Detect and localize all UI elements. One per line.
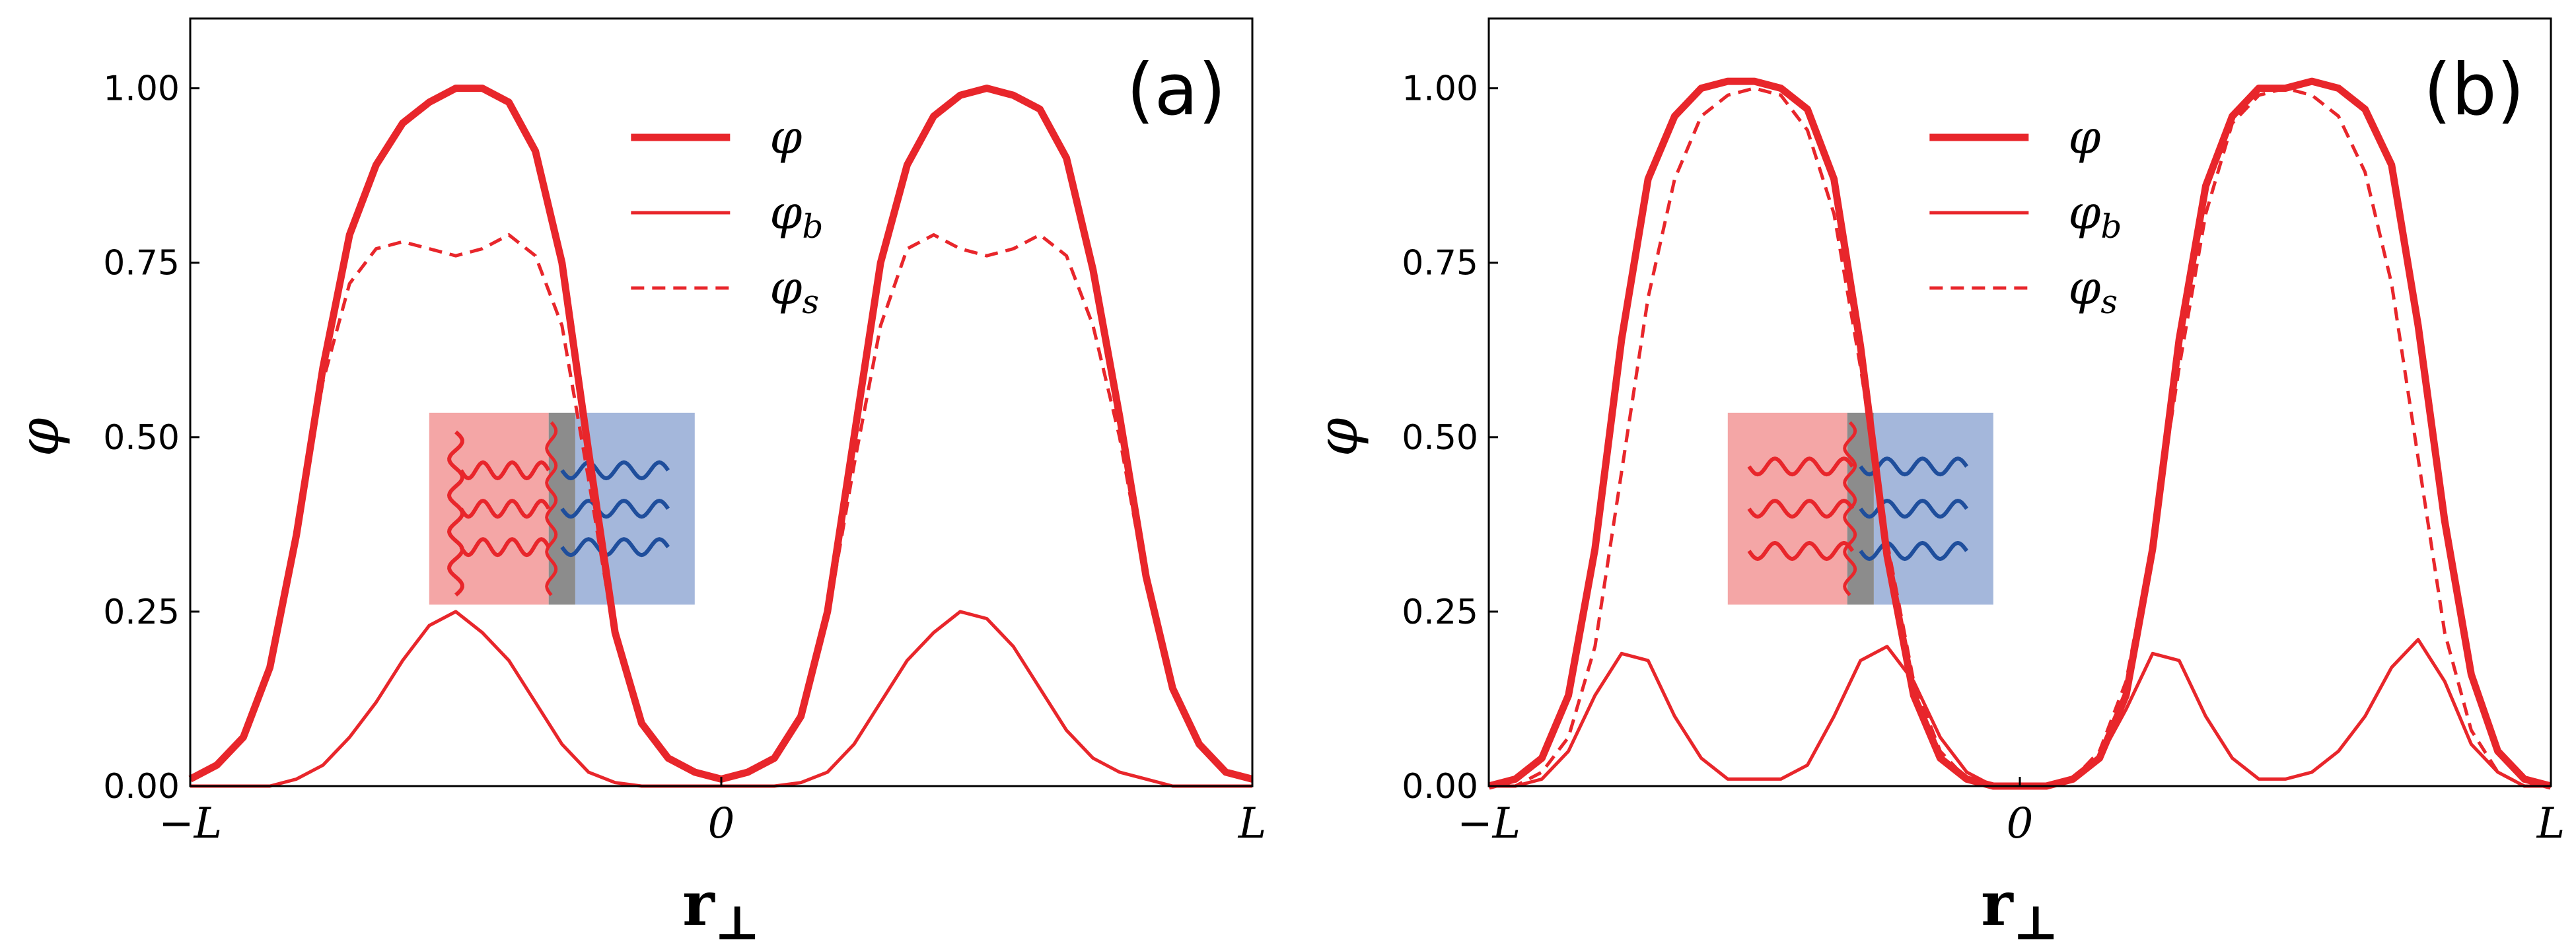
inset-chain-b: [560, 537, 670, 558]
series-line-φ-b: [1489, 637, 2551, 788]
series-line-φ: [188, 85, 1254, 783]
legend-label: φ: [2068, 110, 2100, 164]
legend-label: φs: [769, 261, 819, 321]
inset-chain-b: [560, 499, 670, 519]
panel-a: 0.00 0.25 0.50 0.75 1.00 −L 0 Lφ r⊥ (a) φ φb φs: [7, 17, 1267, 940]
x-tick-label: −L: [1457, 799, 1521, 848]
x-tick-label: L: [2536, 799, 2565, 848]
inset-chain-a: [1747, 456, 1855, 477]
x-axis-label: r⊥: [1981, 868, 2059, 940]
plot-frame: [189, 17, 1254, 787]
x-tick-label: 0: [708, 799, 735, 848]
inset-junction: [1843, 421, 1857, 597]
x-tick-label: L: [1238, 799, 1267, 848]
inset-chain-a: [459, 537, 551, 558]
inset-block-a: [1727, 412, 1847, 605]
series-line-φ-b: [190, 610, 1252, 788]
inset-chain-a: [1747, 540, 1855, 561]
inset-backbone-b: [545, 421, 558, 597]
panel-b: 0.00 0.25 0.50 0.75 1.00 −L 0 Lφ r⊥ (b) φ φb φs: [1305, 17, 2565, 940]
inset-chain-b: [560, 460, 670, 481]
panel-label: (b): [2423, 49, 2524, 131]
series-line-φ-s: [189, 233, 1253, 781]
y-tick-label: 0.25: [1402, 593, 1478, 632]
inset-chain-a: [459, 498, 551, 519]
y-axis-label: φ: [1305, 417, 1370, 456]
inset-chain-a: [459, 460, 551, 481]
inset-chain-b: [1859, 540, 1969, 561]
x-axis-label: r⊥: [682, 868, 760, 940]
inset-schematic: [429, 412, 695, 605]
y-tick-label: 1.00: [103, 69, 180, 109]
legend-label: φb: [2068, 186, 2122, 246]
y-tick-label: 0.50: [1402, 418, 1478, 458]
inset-schematic: [1727, 412, 1993, 605]
y-tick-label: 0.50: [103, 418, 180, 458]
plot-frame: [1487, 17, 2552, 787]
panel-label: (a): [1127, 49, 1226, 131]
y-axis-label: φ: [7, 417, 71, 456]
legend-label: φ: [769, 110, 802, 164]
legend: φ φb φs: [1929, 110, 2122, 321]
y-tick-label: 0.75: [1402, 244, 1478, 283]
series-line-φ: [1487, 77, 2552, 790]
y-tick-label: 0.25: [103, 593, 180, 632]
x-tick-label: 0: [2007, 799, 2034, 848]
y-tick-label: 1.00: [1402, 69, 1478, 109]
legend-label: φb: [769, 186, 823, 246]
x-tick-label: −L: [159, 799, 222, 848]
y-tick-label: 0.00: [103, 767, 180, 807]
series-line-φ-s: [1489, 87, 2551, 788]
legend: φ φb φs: [631, 110, 823, 321]
inset-chain-a: [1747, 499, 1855, 519]
legend-label: φs: [2068, 261, 2118, 321]
y-tick-label: 0.75: [103, 244, 180, 283]
y-tick-label: 0.00: [1402, 767, 1478, 807]
